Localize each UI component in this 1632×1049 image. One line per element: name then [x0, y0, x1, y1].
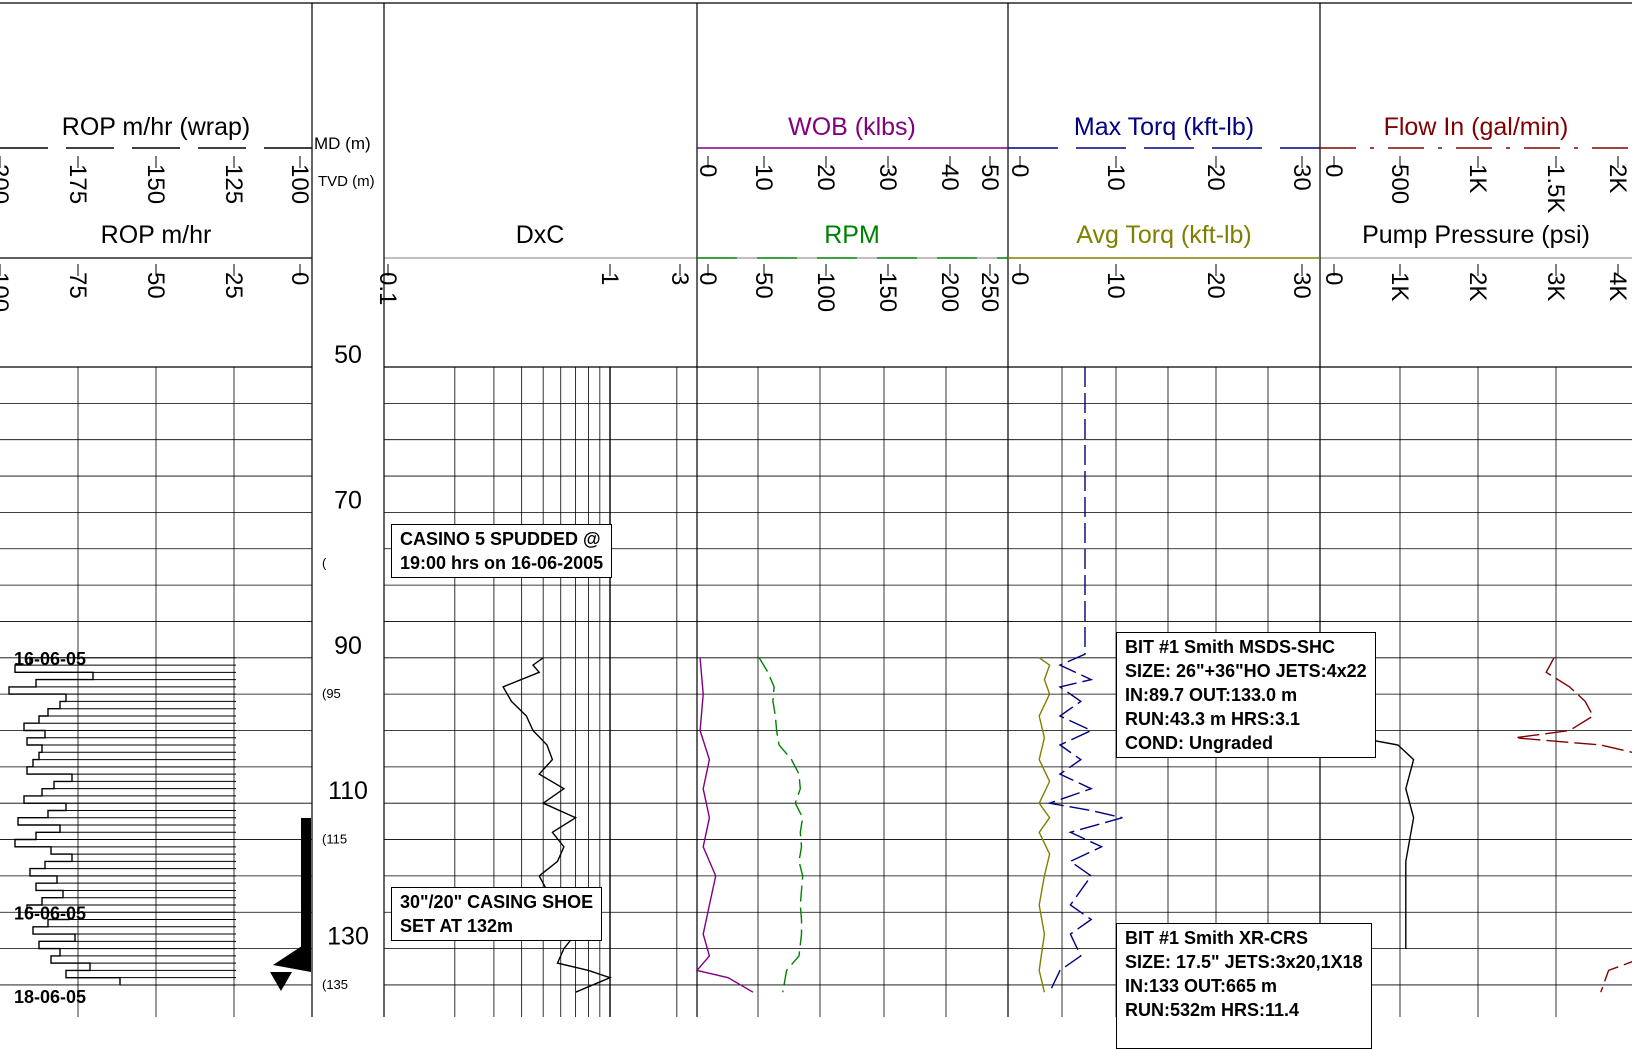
- tick-label: 0: [1006, 164, 1033, 177]
- date-label: 16-06-05: [14, 904, 86, 924]
- tick-label: 125: [220, 164, 247, 204]
- casing-annotation: 30"/20" CASING SHOE SET AT 132m: [391, 887, 603, 941]
- tick-label: 50: [750, 272, 777, 299]
- tick-label: 0: [1320, 164, 1347, 177]
- tick-label: 500: [1386, 164, 1413, 204]
- tvd-depth-label: (135: [322, 977, 348, 992]
- tick-label: 1: [596, 272, 623, 285]
- tick-label: 40: [936, 164, 963, 191]
- md-depth-label: 70: [334, 486, 362, 514]
- rpm-title: RPM: [824, 221, 880, 249]
- spud-line-1: CASINO 5 SPUDDED @: [400, 529, 601, 549]
- tick-label: 0: [1006, 272, 1033, 285]
- curve-wob-klbs: [695, 657, 754, 993]
- tick-label: 1.5K: [1542, 164, 1569, 213]
- tvd-depth-label: (95: [322, 686, 341, 701]
- bit2-line-2: SIZE: 17.5" JETS:3x20,1X18: [1125, 952, 1363, 972]
- flow-in-title: Flow In (gal/min): [1384, 113, 1569, 141]
- bit1-line-1: BIT #1 Smith MSDS-SHC: [1125, 637, 1336, 657]
- tick-label: 250: [976, 272, 1003, 312]
- tick-label: 100: [0, 272, 13, 312]
- tick-label: 10: [750, 164, 777, 191]
- md-depth-label: 110: [328, 777, 368, 805]
- avg-torq-title: Avg Torq (kft-lb): [1076, 221, 1252, 249]
- md-label: MD (m): [314, 134, 371, 153]
- tick-label: 150: [874, 272, 901, 312]
- tick-label: 2K: [1464, 272, 1491, 301]
- tick-label: 0: [694, 164, 721, 177]
- tick-label: 100: [286, 164, 313, 204]
- tick-label: 75: [64, 272, 91, 299]
- tick-label: 0: [1320, 272, 1347, 285]
- bit1-line-5: COND: Ungraded: [1125, 733, 1273, 753]
- tick-label: 150: [142, 164, 169, 204]
- tick-label: 10: [1102, 272, 1129, 299]
- tick-label: 2K: [1604, 164, 1631, 193]
- tvd-depth-label: (115: [322, 832, 347, 847]
- tick-label: 25: [220, 272, 247, 299]
- tick-label: 50: [142, 272, 169, 299]
- tick-label: 30: [1288, 272, 1315, 299]
- tick-label: 1K: [1464, 164, 1491, 193]
- bit1-line-4: RUN:43.3 m HRS:3.1: [1125, 709, 1301, 729]
- bit2-line-4: RUN:532m HRS:11.4: [1125, 1000, 1300, 1020]
- tvd-label: TVD (m): [318, 173, 375, 190]
- tick-label: 100: [812, 272, 839, 312]
- frame: [0, 2, 1632, 1017]
- wob-title: WOB (klbs): [788, 113, 916, 141]
- curve-rpm: [758, 657, 804, 993]
- tick-label: 50: [976, 164, 1003, 191]
- tick-label: 0: [694, 272, 721, 285]
- md-depth-label: 130: [327, 923, 369, 951]
- casing-line-2: SET AT 132m: [400, 916, 514, 936]
- tick-label: 1K: [1386, 272, 1413, 301]
- date-label: 18-06-05: [14, 987, 86, 1007]
- max-torq-title: Max Torq (kft-lb): [1074, 113, 1254, 141]
- tick-label: 30: [1288, 164, 1315, 191]
- date-label: 16-06-05: [14, 649, 86, 669]
- tick-label: 0: [286, 272, 313, 285]
- casing-line-1: 30"/20" CASING SHOE: [400, 892, 594, 912]
- tick-label: 20: [1202, 272, 1229, 299]
- tick-label: 200: [936, 272, 963, 312]
- tvd-depth-label: (: [322, 555, 327, 570]
- bit1-line-2: SIZE: 26"+36"HO JETS:4x22: [1125, 661, 1367, 681]
- md-depth-label: 50: [334, 341, 362, 369]
- tick-label: 30: [874, 164, 901, 191]
- tick-label: 4K: [1604, 272, 1631, 301]
- rop-wrap-title: ROP m/hr (wrap): [62, 113, 250, 141]
- tick-label: 200: [0, 164, 13, 204]
- tick-label: 175: [64, 164, 91, 204]
- curve-pump-pressure-psi: [1358, 737, 1415, 949]
- rop-title: ROP m/hr: [101, 221, 212, 249]
- bit2-annotation: BIT #1 Smith XR-CRS SIZE: 17.5" JETS:3x2…: [1116, 923, 1372, 1049]
- tick-label: 3: [666, 272, 693, 285]
- tick-label: 20: [812, 164, 839, 191]
- spud-line-2: 19:00 hrs on 16-06-2005: [400, 553, 604, 573]
- md-depth-label: 90: [334, 632, 362, 660]
- curve-avg-torq-kft-lb: [1038, 657, 1051, 993]
- casing-marker: [270, 818, 311, 991]
- tick-label: 0.1: [374, 272, 401, 305]
- bit2-line-3: IN:133 OUT:665 m: [1125, 976, 1278, 996]
- tick-label: 10: [1102, 164, 1129, 191]
- bit1-annotation: BIT #1 Smith MSDS-SHC SIZE: 26"+36"HO JE…: [1116, 632, 1376, 758]
- spud-annotation: CASINO 5 SPUDDED @ 19:00 hrs on 16-06-20…: [391, 524, 613, 578]
- curve-rop-m-hr: [8, 657, 121, 985]
- bit1-line-3: IN:89.7 OUT:133.0 m: [1125, 685, 1298, 705]
- dxc-title: DxC: [516, 221, 565, 249]
- curve-max-torq-kft-lb: [1046, 367, 1123, 993]
- tick-label: 20: [1202, 164, 1229, 191]
- pump-pressure-title: Pump Pressure (psi): [1362, 221, 1590, 249]
- curve-dxc: [502, 657, 612, 993]
- tick-label: 3K: [1542, 272, 1569, 301]
- bit2-line-1: BIT #1 Smith XR-CRS: [1125, 928, 1309, 948]
